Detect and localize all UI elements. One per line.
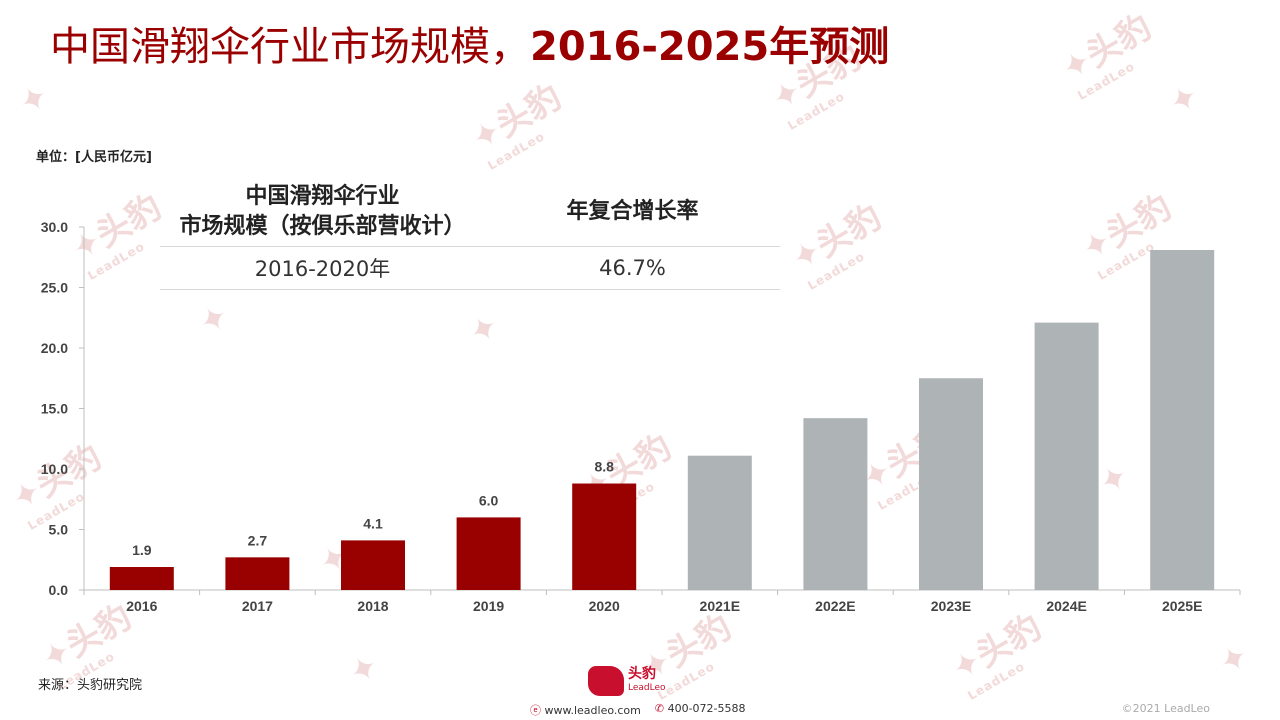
data-label: 6.0	[479, 492, 499, 508]
cagr-header-line: 市场规模（按俱乐部营收计）	[179, 214, 466, 239]
y-tick-label: 0.0	[49, 582, 69, 598]
data-label: 1.9	[132, 542, 152, 558]
bar	[1034, 322, 1099, 590]
x-tick-label: 2022E	[815, 598, 855, 614]
y-tick-label: 5.0	[49, 522, 69, 538]
footer-contact: ⓔ www.leadleo.com ✆ 400-072-5588	[530, 702, 746, 718]
data-label: 8.8	[594, 459, 614, 475]
y-tick-label: 25.0	[41, 280, 68, 296]
x-tick-label: 2024E	[1046, 598, 1086, 614]
x-tick-label: 2023E	[931, 598, 971, 614]
footer-logo: 头豹 LeadLeo	[588, 666, 666, 696]
bar	[109, 567, 174, 590]
y-tick-label: 20.0	[41, 340, 68, 356]
y-tick-label: 30.0	[41, 219, 68, 235]
unit-label: 单位：[人民币亿元]	[36, 150, 152, 165]
cagr-header-market-size: 中国滑翔伞行业市场规模（按俱乐部营收计）	[160, 182, 485, 242]
x-tick-label: 2025E	[1162, 598, 1202, 614]
phone-number: ✆ 400-072-5588	[654, 702, 746, 715]
y-tick-label: 10.0	[41, 461, 68, 477]
cagr-table-row: 2016-2020年 46.7%	[160, 247, 780, 290]
x-tick-label: 2020	[589, 598, 620, 614]
bar	[572, 483, 637, 590]
source-note: 来源：头豹研究院	[38, 678, 143, 693]
cagr-table: 中国滑翔伞行业市场规模（按俱乐部营收计） 年复合增长率 2016-2020年 4…	[160, 178, 780, 290]
cagr-table-header: 中国滑翔伞行业市场规模（按俱乐部营收计） 年复合增长率	[160, 178, 780, 247]
cagr-header-line: 中国滑翔伞行业	[245, 184, 400, 209]
cagr-header-growth-rate: 年复合增长率	[566, 199, 699, 224]
bar	[456, 517, 521, 590]
title-main: 中国滑翔伞行业市场规模，	[50, 24, 530, 70]
bar	[1150, 249, 1215, 591]
x-tick-label: 2017	[242, 598, 273, 614]
x-tick-label: 2018	[357, 598, 388, 614]
cagr-period: 2016-2020年	[254, 257, 391, 281]
bar	[341, 540, 405, 590]
phone-icon: ✆	[654, 702, 665, 715]
title-years: 2016-2025年预测	[530, 24, 890, 70]
bar	[687, 455, 752, 590]
bar	[225, 557, 290, 590]
data-label: 4.1	[363, 515, 383, 531]
x-tick-label: 2021E	[700, 598, 740, 614]
leopard-logo-icon	[588, 666, 624, 696]
page-title: 中国滑翔伞行业市场规模，2016-2025年预测	[50, 14, 889, 72]
globe-icon: ⓔ	[530, 704, 541, 717]
website-link[interactable]: ⓔ www.leadleo.com	[530, 704, 641, 717]
logo-text: 头豹 LeadLeo	[628, 666, 666, 693]
y-tick-label: 15.0	[41, 401, 68, 417]
copyright: ©2021 LeadLeo	[1121, 702, 1210, 715]
bar	[803, 418, 868, 590]
x-tick-label: 2016	[126, 598, 157, 614]
x-tick-label: 2019	[473, 598, 504, 614]
cagr-rate: 46.7%	[599, 256, 666, 280]
bar	[919, 378, 983, 590]
data-label: 2.7	[248, 532, 268, 548]
